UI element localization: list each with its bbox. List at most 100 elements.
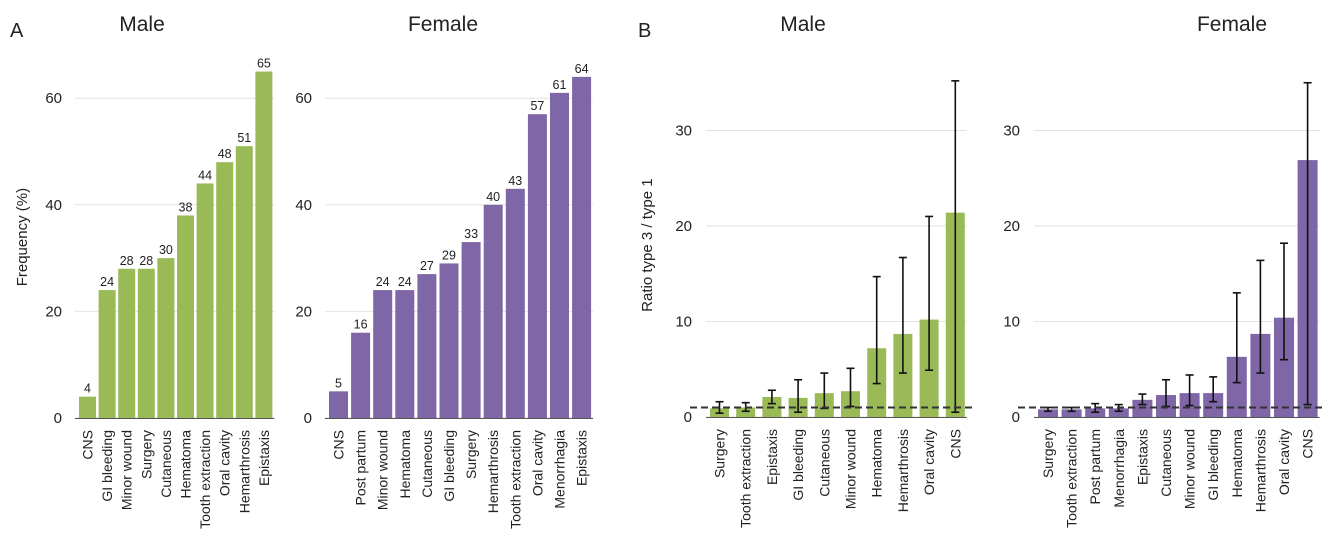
bar — [1274, 317, 1294, 417]
category-label: Oral cavity — [217, 430, 233, 496]
y-tick-label: 0 — [304, 410, 312, 427]
charts-group: 0 20 40 60 Male Frequency (%) 4 CNS 24 GI bleedin… — [14, 13, 1326, 529]
y-tick-label: 20 — [45, 303, 62, 320]
category-label: Surgery — [463, 430, 479, 479]
bar-value-label: 48 — [218, 147, 232, 161]
bar — [157, 258, 175, 418]
bar-value-label: 57 — [530, 99, 544, 113]
category-label: GI bleeding — [99, 430, 115, 502]
y-tick-label: 30 — [1003, 123, 1020, 140]
bar-value-label: 24 — [100, 275, 114, 289]
bar — [79, 396, 96, 418]
category-label: Epistaxis — [574, 430, 590, 486]
y-tick-label: 10 — [1003, 314, 1020, 331]
bar — [439, 263, 459, 418]
bar-value-label: 44 — [198, 168, 212, 182]
bar — [893, 333, 913, 417]
category-label: Hematoma — [869, 429, 885, 498]
category-label: Hematoma — [1229, 429, 1245, 498]
category-label: GI bleeding — [441, 430, 457, 502]
category-label: Surgery — [712, 429, 728, 478]
bar — [550, 92, 569, 419]
bar — [373, 290, 393, 418]
category-label: Tooth extraction — [738, 429, 754, 528]
y-tick-label: 20 — [295, 303, 312, 320]
category-label: Minor wound — [119, 430, 135, 510]
bar-value-label: 30 — [159, 243, 173, 257]
category-label: Epistaxis — [1134, 429, 1150, 485]
y-tick-label: 60 — [295, 90, 312, 107]
bar — [351, 332, 371, 418]
category-label: Tooth extraction — [1064, 429, 1080, 528]
chart-title: Male — [780, 13, 826, 36]
bar-value-label: 65 — [257, 57, 271, 71]
y-tick-label: 20 — [675, 218, 692, 235]
bar — [483, 204, 503, 418]
bar — [417, 274, 437, 418]
category-label: Minor wound — [843, 429, 859, 509]
category-label: Post partum — [1087, 429, 1103, 504]
category-label: Oral cavity — [529, 430, 545, 496]
category-label: Surgery — [1040, 429, 1056, 478]
bar — [1038, 409, 1058, 417]
category-label: Cutaneous — [419, 430, 435, 498]
bar-value-label: 29 — [442, 248, 456, 262]
category-label: GI bleeding — [1205, 429, 1221, 501]
y-tick-label: 30 — [675, 123, 692, 140]
panel-a-male-chart: 0 20 40 60 Male Frequency (%) 4 CNS 24 GI bleedin… — [14, 13, 275, 529]
category-label: Cutaneous — [158, 430, 174, 498]
bar-value-label: 16 — [354, 318, 368, 332]
bar — [98, 290, 116, 418]
category-label: CNS — [947, 429, 963, 459]
chart-title: Female — [408, 13, 478, 36]
category-label: CNS — [80, 430, 96, 460]
bar-value-label: 5 — [335, 376, 342, 390]
panel-a-letter: A — [10, 20, 24, 42]
bar — [1250, 333, 1271, 417]
category-label: Menorrhagia — [552, 430, 568, 509]
category-label: Epistaxis — [764, 429, 780, 485]
bar — [505, 188, 525, 418]
category-label: Oral cavity — [1276, 429, 1292, 495]
chart-title: Male — [119, 13, 165, 36]
category-label: Minor wound — [1182, 429, 1198, 509]
bar — [527, 114, 547, 418]
y-axis-label: Frequency (%) — [14, 188, 31, 286]
category-label: Surgery — [138, 430, 154, 479]
category-label: Hematoma — [397, 430, 413, 499]
bar-value-label: 24 — [376, 275, 390, 289]
chart-title: Female — [1197, 13, 1267, 36]
y-tick-label: 60 — [45, 90, 62, 107]
bar — [137, 268, 155, 418]
category-label: Minor wound — [375, 430, 391, 510]
bar — [1203, 393, 1224, 417]
category-label: CNS — [331, 430, 347, 460]
category-label: Hemarthrosis — [485, 430, 501, 513]
panel-b-letter: B — [638, 20, 651, 42]
bar-value-label: 24 — [398, 275, 412, 289]
y-tick-label: 0 — [1012, 409, 1020, 426]
y-tick-label: 0 — [54, 410, 62, 427]
category-label: Menorrhagia — [1111, 429, 1127, 508]
bar — [255, 71, 273, 419]
bar-value-label: 51 — [237, 131, 251, 145]
bar — [572, 76, 592, 418]
bar — [216, 162, 234, 418]
category-label: Hemarthrosis — [236, 430, 252, 513]
bar — [1061, 409, 1082, 417]
bar — [395, 290, 415, 418]
category-label: Cutaneous — [816, 429, 832, 497]
y-tick-label: 20 — [1003, 218, 1020, 235]
bar-value-label: 33 — [464, 227, 478, 241]
y-tick-label: 0 — [684, 409, 692, 426]
bar-value-label: 28 — [139, 254, 153, 268]
bar — [196, 183, 214, 418]
bar-value-label: 43 — [508, 174, 522, 188]
bar-value-label: 27 — [420, 259, 434, 273]
panel-b-male-chart: 0 10 20 30 Male Ratio type 3 / type 1 Surgery T… — [639, 13, 973, 528]
bar-value-label: 64 — [575, 62, 589, 76]
bar — [736, 407, 756, 417]
bar — [1108, 408, 1129, 417]
category-label: CNS — [1300, 429, 1316, 459]
panel-a-female-chart: 0 20 40 60 Female 5 CNS 16 Post partum 24 Minor wo… — [295, 13, 594, 529]
